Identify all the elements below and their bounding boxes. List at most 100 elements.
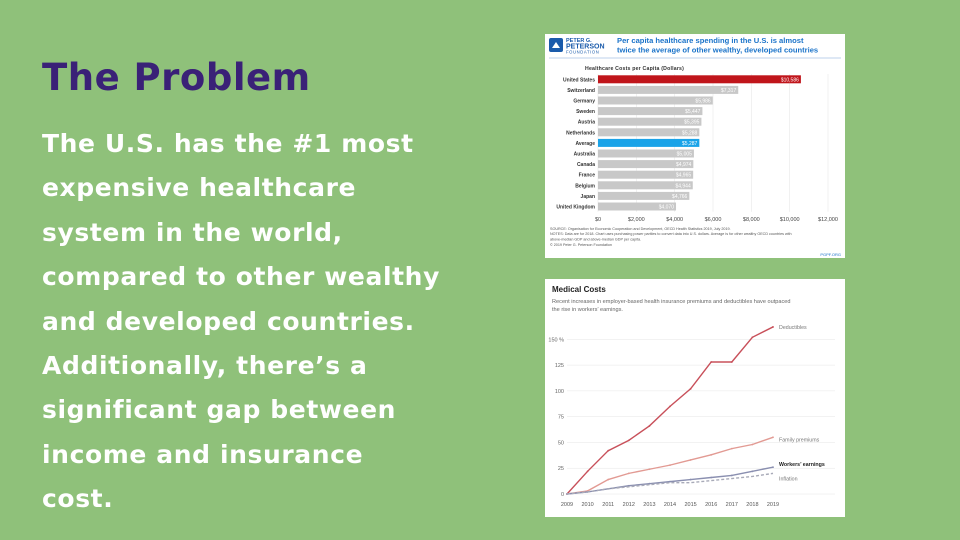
medical-costs-chart: Medical Costs Recent increases in employ…	[545, 279, 845, 517]
chart1-value-label: $4,070	[659, 205, 675, 211]
chart1-value-label: $5,288	[682, 130, 698, 136]
chart2-point	[689, 478, 692, 481]
chart2-point	[772, 326, 774, 328]
slide-body-text: The U.S. has the #1 most expensive healt…	[42, 129, 440, 514]
chart2-point	[669, 405, 671, 408]
chart2-point	[751, 443, 754, 446]
chart2-point	[648, 468, 651, 471]
chart1-bar	[598, 191, 690, 200]
chart1-x-tick-label: $12,000	[818, 217, 838, 223]
chart1-value-label: $5,287	[682, 141, 698, 147]
chart1-x-tick-label: $6,000	[705, 217, 722, 223]
chart2-x-ticks: 2009 2010 2011 2012 2013 2014 2015 2016 2017 2018…	[561, 502, 779, 508]
chart1-headline: Per capita healthcare spending in the U.…	[617, 36, 818, 55]
chart1-x-tick-label: $4,000	[666, 217, 683, 223]
chart2-gridlines	[567, 339, 835, 495]
chart2-y-tick-label: 150 %	[548, 337, 564, 343]
logo-line1: PETER G.	[566, 38, 592, 44]
chart2-series-labels: Deductibles Family premiums Workers’ earni…	[779, 325, 825, 482]
chart1-category-label: Average	[575, 141, 595, 147]
healthcare-costs-chart: PETER G. PETERSON FOUNDATION Per capita …	[545, 34, 845, 258]
chart2-y-tick-label: 50	[558, 440, 564, 446]
chart2-point	[648, 425, 651, 427]
chart2-series-label: Deductibles	[779, 325, 807, 331]
chart1-source-notes: SOURCE: Organisation for Economic Cooper…	[550, 227, 792, 247]
peterson-logo: PETER G. PETERSON FOUNDATION	[549, 38, 605, 55]
chart2-x-tick-label: 2013	[643, 502, 655, 508]
chart2-y-tick-label: 125	[555, 363, 564, 369]
chart1-footer-tag: PGPF.ORG	[820, 252, 841, 257]
chart2-point	[751, 470, 754, 473]
chart2-series-label: Workers’ earnings	[779, 462, 825, 468]
chart1-source-line: © 2019 Peter G. Peterson Foundation	[550, 243, 612, 247]
chart1-value-label: $4,944	[675, 183, 691, 189]
chart1-value-label: $7,317	[721, 88, 737, 94]
chart1-category-label: Australia	[574, 152, 596, 158]
chart1-bar	[598, 202, 677, 211]
chart1-bar	[598, 117, 702, 126]
chart2-x-tick-label: 2019	[767, 502, 779, 508]
chart1-bars: United States $10,586 Switzerland $7,317 Ger…	[556, 75, 801, 211]
chart1-category-label: Germany	[573, 99, 595, 105]
chart1-bar	[598, 96, 713, 105]
chart2-point	[669, 464, 671, 467]
chart1-source-line: above-median GDP and above-median GDP pe…	[550, 238, 641, 242]
chart2-point	[627, 439, 630, 442]
chart2-x-tick-label: 2011	[602, 502, 614, 508]
chart1-x-tick-label: $2,000	[628, 217, 645, 223]
chart2-point	[627, 472, 630, 475]
chart1-value-label: $4,974	[676, 162, 692, 168]
chart1-x-ticks: $0 $2,000 $4,000 $6,000 $8,000 $10,000 $12,000	[595, 217, 838, 223]
chart2-point	[730, 361, 733, 363]
chart2-subtitle-line2: the rise in workers’ earnings.	[552, 307, 623, 313]
chart2-x-tick-label: 2015	[684, 502, 696, 508]
chart2-y-tick-label: 100	[555, 389, 564, 395]
chart1-value-label: $5,447	[685, 109, 701, 115]
chart1-source-line: NOTES: Data are for 2018. Chart uses pur…	[550, 232, 792, 236]
chart1-category-label: Austria	[578, 120, 595, 126]
chart2-series-line	[566, 472, 774, 495]
chart2-point	[751, 336, 754, 339]
chart1-x-tick-label: $0	[595, 217, 601, 223]
chart2-x-tick-label: 2017	[726, 502, 738, 508]
chart1-bar	[598, 138, 700, 147]
chart1-value-label: $4,766	[672, 194, 688, 200]
chart2-x-tick-label: 2014	[664, 502, 676, 508]
chart1-headline-line2: twice the average of other wealthy, deve…	[617, 46, 818, 55]
chart1-value-label: $5,986	[695, 99, 711, 105]
logo-line3: FOUNDATION	[566, 50, 599, 55]
chart2-x-tick-label: 2009	[561, 502, 573, 508]
chart2-subtitle-line1: Recent increases in employer-based healt…	[552, 299, 791, 305]
chart2-point	[710, 476, 713, 479]
chart2-x-tick-label: 2018	[746, 502, 758, 508]
chart1-category-label: Netherlands	[566, 130, 595, 136]
chart2-point	[710, 361, 713, 363]
chart2-x-tick-label: 2016	[705, 502, 717, 508]
chart1-bar	[598, 170, 694, 179]
chart1-category-label: Switzerland	[567, 88, 595, 94]
chart1-bar	[598, 181, 693, 190]
chart2-title: Medical Costs	[552, 285, 606, 294]
chart1-value-label: $10,586	[781, 77, 799, 83]
chart2-point	[689, 459, 692, 461]
chart1-title: Healthcare Costs per Capita (Dollars)	[585, 66, 684, 72]
chart2-y-ticks: 150 % 125 100 75 50 25 0	[548, 337, 564, 498]
chart2-point	[607, 478, 610, 481]
chart1-x-tick-label: $8,000	[743, 217, 760, 223]
chart2-point	[772, 466, 774, 469]
chart1-headline-line1: Per capita healthcare spending in the U.…	[617, 36, 804, 45]
chart1-bar	[598, 75, 801, 84]
chart1-value-label: $4,965	[676, 173, 692, 179]
chart1-category-label: United States	[563, 77, 595, 83]
chart2-series-line	[566, 326, 774, 495]
medical-costs-svg: Medical Costs Recent increases in employ…	[548, 285, 835, 508]
chart1-bar	[598, 107, 703, 116]
chart2-series-lines	[566, 326, 774, 495]
chart1-x-tick-label: $10,000	[780, 217, 800, 223]
chart1-bar	[598, 160, 694, 169]
chart1-category-label: United Kingdom	[556, 205, 595, 211]
chart2-point	[669, 480, 671, 483]
chart2-point	[730, 474, 733, 477]
logo-line2: PETERSON	[566, 44, 605, 51]
chart1-category-label: France	[579, 173, 596, 179]
